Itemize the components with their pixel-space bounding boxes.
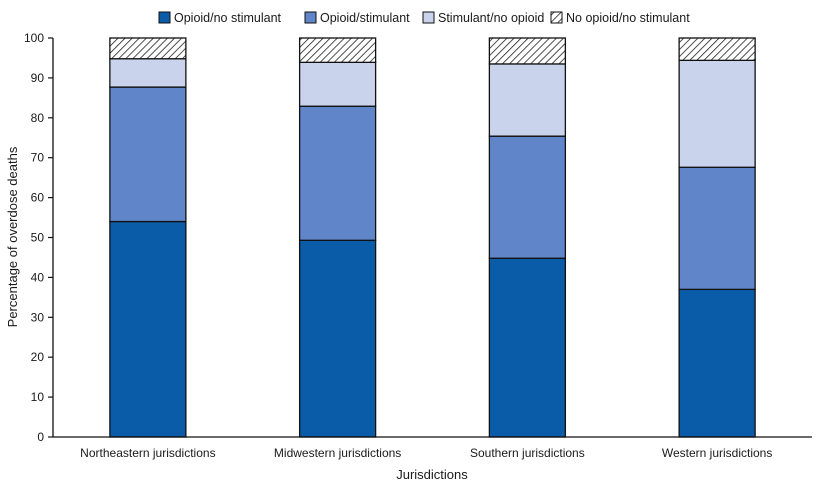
x-tick-label: Western jurisdictions [662, 446, 772, 460]
bar-segment-northeastern-jurisdictions-no-opioid-no-stimulant [109, 37, 187, 60]
y-tick-label: 70 [31, 151, 45, 165]
y-tick-label: 60 [31, 191, 45, 205]
bar-segment-midwestern-jurisdictions-opioid-no-stimulant [298, 239, 377, 438]
y-tick-label: 20 [31, 350, 45, 364]
legend-label: No opioid/no stimulant [566, 11, 690, 25]
legend-swatch-no-opioid-no-stimulant [550, 11, 563, 24]
y-tick-label: 0 [37, 430, 44, 444]
bar-segment-northeastern-jurisdictions-stimulant-no-opioid [109, 58, 187, 88]
bar-segment-midwestern-jurisdictions-stimulant-no-opioid [298, 61, 377, 107]
y-tick-label: 80 [31, 111, 45, 125]
bar-segment-northeastern-jurisdictions-opioid-no-stimulant [109, 220, 187, 438]
y-axis-title: Percentage of overdose deaths [5, 146, 20, 327]
legend: Opioid/no stimulant Opioid/stimulant Stimu… [158, 11, 690, 25]
bar-segment-southern-jurisdictions-stimulant-no-opioid [488, 63, 567, 137]
y-axis: 0 10 20 30 40 50 60 70 80 90 100 [24, 31, 54, 444]
bar-segment-western-jurisdictions-opioid-no-stimulant [678, 288, 756, 438]
legend-swatch-stimulant-no-opioid [422, 11, 435, 24]
y-tick-label: 40 [31, 270, 45, 284]
bar-segment-western-jurisdictions-no-opioid-no-stimulant [678, 37, 756, 61]
y-tick-label: 10 [31, 390, 45, 404]
x-tick-label: Midwestern jurisdictions [274, 446, 401, 460]
plot-area [109, 37, 756, 438]
bar-segment-southern-jurisdictions-opioid-stimulant [488, 135, 567, 259]
x-axis-title: Jurisdictions [396, 467, 468, 482]
bar-segment-southern-jurisdictions-opioid-no-stimulant [488, 257, 567, 438]
legend-label: Opioid/stimulant [320, 11, 410, 25]
bar-segment-midwestern-jurisdictions-no-opioid-no-stimulant [298, 37, 377, 63]
bar-segment-southern-jurisdictions-no-opioid-no-stimulant [488, 37, 567, 65]
legend-label: Stimulant/no opioid [438, 11, 544, 25]
bar-segment-northeastern-jurisdictions-opioid-stimulant [109, 86, 187, 223]
bar-segment-western-jurisdictions-stimulant-no-opioid [678, 59, 756, 168]
y-tick-label: 50 [31, 231, 45, 245]
x-tick-label: Southern jurisdictions [470, 446, 585, 460]
legend-swatch-opioid-no-stimulant [158, 11, 171, 24]
y-tick-label: 90 [31, 71, 45, 85]
y-tick-label: 30 [31, 310, 45, 324]
legend-label: Opioid/no stimulant [174, 11, 282, 25]
x-axis: Northeastern jurisdictions Midwestern jur… [53, 436, 812, 460]
legend-swatch-opioid-stimulant [304, 11, 317, 24]
y-tick-label: 100 [24, 31, 44, 45]
bar-segment-western-jurisdictions-opioid-stimulant [678, 166, 756, 291]
x-tick-label: Northeastern jurisdictions [80, 446, 215, 460]
bar-segment-midwestern-jurisdictions-opioid-stimulant [298, 105, 377, 241]
